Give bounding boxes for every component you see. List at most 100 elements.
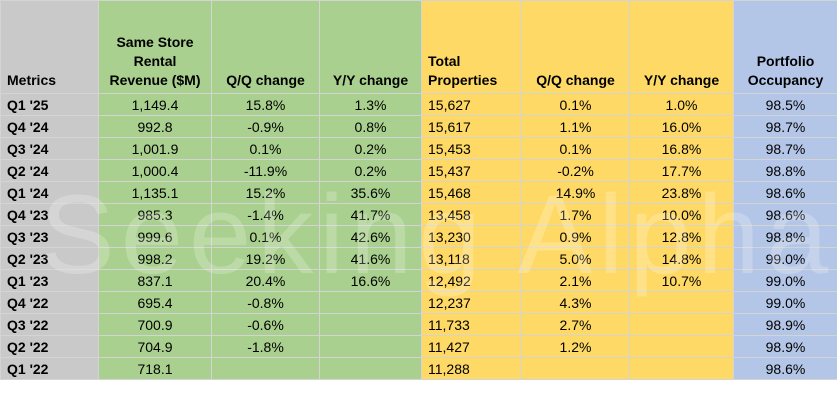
table-cell: 1.7% (521, 203, 630, 226)
table-cell: 41.7% (319, 203, 422, 226)
table-cell (319, 335, 422, 358)
table-cell: 98.6% (733, 181, 837, 204)
column-header: Metrics (0, 0, 99, 94)
table-cell: 2.1% (521, 269, 630, 292)
table-cell: 13,118 (421, 247, 522, 270)
table-cell: 695.4 (98, 291, 212, 314)
table-cell: 99.0% (733, 291, 837, 314)
table-cell: 12,237 (421, 291, 522, 314)
table-row: Q1 '23 837.1 20.4% 16.6% 12,492 2.1% 10.7% 99.0… (0, 269, 837, 292)
metrics-table: Metrics Same Store Rental Revenue ($M) Q/Q… (0, 0, 837, 380)
table-cell: -0.6% (211, 313, 320, 336)
row-label: Q1 '25 (0, 93, 99, 116)
row-label: Q2 '24 (0, 159, 99, 182)
row-label: Q1 '24 (0, 181, 99, 204)
table-cell: 16.6% (319, 269, 422, 292)
table-cell: 15,437 (421, 159, 522, 182)
table-cell: 718.1 (98, 357, 212, 380)
table-cell: 0.1% (211, 137, 320, 160)
table-cell: 1.1% (521, 115, 630, 138)
table-cell: 999.6 (98, 225, 212, 248)
row-label: Q4 '22 (0, 291, 99, 314)
table-cell (211, 357, 320, 380)
table-cell: 20.4% (211, 269, 320, 292)
table-cell: 42.6% (319, 225, 422, 248)
table-cell: -0.9% (211, 115, 320, 138)
column-header: Y/Y change (319, 0, 422, 94)
table-cell: 41.6% (319, 247, 422, 270)
row-label: Q4 '24 (0, 115, 99, 138)
table-row: Q3 '24 1,001.9 0.1% 0.2% 15,453 0.1% 16.8% 98.7… (0, 137, 837, 160)
table-cell: 11,427 (421, 335, 522, 358)
row-label: Q3 '23 (0, 225, 99, 248)
table-row: Q3 '22 700.9 -0.6% 11,733 2.7% 98.9% (0, 313, 837, 336)
table-cell: -1.4% (211, 203, 320, 226)
table-cell: 23.8% (629, 181, 734, 204)
table-cell: 17.7% (629, 159, 734, 182)
table-cell: 98.7% (733, 137, 837, 160)
table-cell: 11,733 (421, 313, 522, 336)
table-cell: 13,458 (421, 203, 522, 226)
table-cell: 0.2% (319, 137, 422, 160)
row-label: Q4 '23 (0, 203, 99, 226)
column-header: Y/Y change (629, 0, 734, 94)
table-row: Q3 '23 999.6 0.1% 42.6% 13,230 0.9% 12.8% 98.8% (0, 225, 837, 248)
table-row: Q4 '23 985.3 -1.4% 41.7% 13,458 1.7% 10.0% 98.6… (0, 203, 837, 226)
table-cell: 15.2% (211, 181, 320, 204)
table-cell: 1,001.9 (98, 137, 212, 160)
table-cell: 985.3 (98, 203, 212, 226)
table-row: Q1 '22 718.1 11,288 98.6% (0, 357, 837, 380)
table-row: Q2 '23 998.2 19.2% 41.6% 13,118 5.0% 14.8% 99.0… (0, 247, 837, 270)
table-cell: 4.3% (521, 291, 630, 314)
table-cell: -1.8% (211, 335, 320, 358)
column-header: Q/Q change (521, 0, 630, 94)
table-cell: 15.8% (211, 93, 320, 116)
table-cell: -11.9% (211, 159, 320, 182)
column-header: Portfolio Occupancy (733, 0, 837, 94)
table-cell (629, 313, 734, 336)
table-cell: 0.9% (521, 225, 630, 248)
column-header: Same Store Rental Revenue ($M) (98, 0, 212, 94)
table-cell: 15,617 (421, 115, 522, 138)
table-row: Q4 '24 992.8 -0.9% 0.8% 15,617 1.1% 16.0% 98.7% (0, 115, 837, 138)
table-cell: 19.2% (211, 247, 320, 270)
table-cell: 1.2% (521, 335, 630, 358)
table-cell: 13,230 (421, 225, 522, 248)
table-cell: 5.0% (521, 247, 630, 270)
table-cell: 98.6% (733, 203, 837, 226)
table-cell: 10.7% (629, 269, 734, 292)
table-cell: 2.7% (521, 313, 630, 336)
row-label: Q2 '23 (0, 247, 99, 270)
table-cell: 12.8% (629, 225, 734, 248)
table-cell: 1.3% (319, 93, 422, 116)
table-cell: 98.9% (733, 313, 837, 336)
table-cell (319, 291, 422, 314)
table-cell (629, 357, 734, 380)
table-row: Q1 '25 1,149.4 15.8% 1.3% 15,627 0.1% 1.0% 98.5… (0, 93, 837, 116)
table-cell: 98.5% (733, 93, 837, 116)
table-cell: 98.6% (733, 357, 837, 380)
row-label: Q3 '24 (0, 137, 99, 160)
table-cell: 98.7% (733, 115, 837, 138)
table-cell: 14.8% (629, 247, 734, 270)
table-body: Q1 '25 1,149.4 15.8% 1.3% 15,627 0.1% 1.0% 98.5… (0, 93, 837, 380)
table-cell: 1,149.4 (98, 93, 212, 116)
table-cell: 15,468 (421, 181, 522, 204)
table-cell: 0.2% (319, 159, 422, 182)
table-cell: 998.2 (98, 247, 212, 270)
table-cell: -0.8% (211, 291, 320, 314)
table-row: Q4 '22 695.4 -0.8% 12,237 4.3% 99.0% (0, 291, 837, 314)
table-cell: 0.1% (521, 93, 630, 116)
table-cell: 98.8% (733, 225, 837, 248)
table-cell: 0.1% (521, 137, 630, 160)
table-cell: 704.9 (98, 335, 212, 358)
row-label: Q3 '22 (0, 313, 99, 336)
table-cell: 16.8% (629, 137, 734, 160)
table-cell (521, 357, 630, 380)
table-cell (629, 291, 734, 314)
table-cell: 98.9% (733, 335, 837, 358)
table-row: Q2 '22 704.9 -1.8% 11,427 1.2% 98.9% (0, 335, 837, 358)
table-cell: 14.9% (521, 181, 630, 204)
column-header: Total Properties (421, 0, 522, 94)
table-cell: 0.1% (211, 225, 320, 248)
